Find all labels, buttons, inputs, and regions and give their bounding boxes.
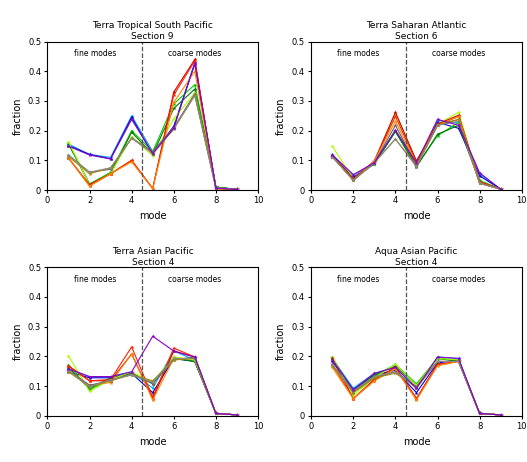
X-axis label: mode: mode	[403, 437, 430, 447]
X-axis label: mode: mode	[403, 211, 430, 221]
Legend: Jan, Feb, Mar, Apr, May, Jun, Jul, Aug, Sep, Oct, Nov, Dec: Jan, Feb, Mar, Apr, May, Jun, Jul, Aug, …	[268, 53, 301, 178]
Title: Terra Saharan Atlantic
Section 6: Terra Saharan Atlantic Section 6	[366, 21, 466, 41]
Text: coarse modes: coarse modes	[168, 275, 221, 284]
X-axis label: mode: mode	[139, 211, 167, 221]
Y-axis label: fraction: fraction	[276, 97, 286, 134]
Y-axis label: fraction: fraction	[12, 97, 22, 134]
Y-axis label: fraction: fraction	[276, 323, 286, 360]
Title: Aqua Asian Pacific
Section 4: Aqua Asian Pacific Section 4	[375, 247, 457, 267]
Text: coarse modes: coarse modes	[432, 275, 485, 284]
Text: fine modes: fine modes	[74, 49, 116, 58]
X-axis label: mode: mode	[139, 437, 167, 447]
Text: fine modes: fine modes	[74, 275, 116, 284]
Text: fine modes: fine modes	[337, 49, 380, 58]
Title: Terra Asian Pacific
Section 4: Terra Asian Pacific Section 4	[112, 247, 193, 267]
Text: coarse modes: coarse modes	[432, 49, 485, 58]
Title: Terra Tropical South Pacific
Section 9: Terra Tropical South Pacific Section 9	[92, 21, 213, 41]
Text: coarse modes: coarse modes	[168, 49, 221, 58]
Legend: Jan, Feb, Mar, Apr, May, Jun, Jul, Aug, Sep, Oct, Nov, Dec: Jan, Feb, Mar, Apr, May, Jun, Jul, Aug, …	[268, 279, 301, 404]
Text: fine modes: fine modes	[337, 275, 380, 284]
Y-axis label: fraction: fraction	[12, 323, 22, 360]
